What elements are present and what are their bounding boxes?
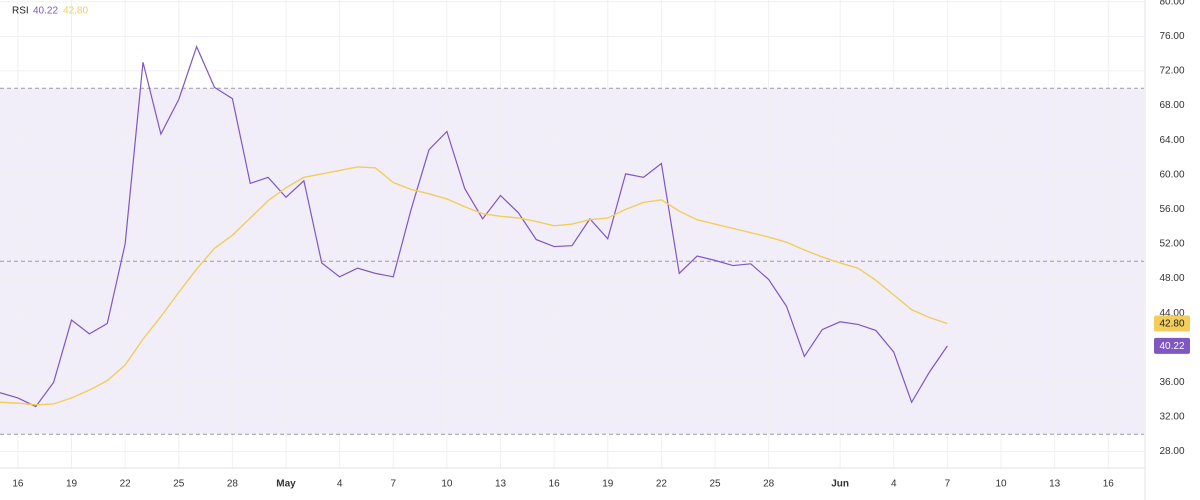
x-tick-label: 16: [1103, 479, 1115, 490]
x-tick-label: 28: [227, 479, 239, 490]
legend-value: 42.80: [63, 6, 88, 17]
x-tick-label: 28: [763, 479, 775, 490]
x-tick-label: 16: [12, 479, 24, 490]
x-tick-label: 16: [549, 479, 561, 490]
series-line: [0, 166, 948, 406]
plot-area: [0, 45, 948, 408]
x-tick-label: 4: [891, 479, 897, 490]
legend-title: RSI: [12, 6, 29, 17]
legend-value: 40.22: [33, 6, 58, 17]
y-tick-label: 44.00: [1159, 308, 1184, 319]
y-tick-label: 72.00: [1159, 66, 1184, 77]
y-tick-label: 60.00: [1159, 169, 1184, 180]
x-tick-label: 19: [66, 479, 78, 490]
y-tick-label: 48.00: [1159, 273, 1184, 284]
y-tick-label: 32.00: [1159, 412, 1184, 423]
y-tick-label: 52.00: [1159, 239, 1184, 250]
grid: [0, 0, 1144, 468]
x-tick-label: 10: [995, 479, 1007, 490]
x-tick-label: 4: [337, 479, 343, 490]
y-tick-label: 80.00: [1159, 0, 1184, 7]
x-tick-label: 13: [495, 479, 507, 490]
x-tick-label: 10: [441, 479, 453, 490]
x-tick-label: 25: [709, 479, 721, 490]
x-tick-label: May: [276, 479, 296, 490]
x-tick-label: Jun: [831, 479, 849, 490]
y-tick-label: 28.00: [1159, 446, 1184, 457]
y-tick-label: 76.00: [1159, 31, 1184, 42]
value-badge-label: 40.22: [1159, 341, 1184, 352]
x-tick-label: 22: [656, 479, 668, 490]
x-tick-label: 19: [602, 479, 614, 490]
x-tick-label: 7: [945, 479, 951, 490]
value-badge: [1154, 315, 1190, 332]
x-tick-label: 13: [1049, 479, 1061, 490]
series-line: [0, 45, 948, 408]
y-tick-label: 56.00: [1159, 204, 1184, 215]
y-tick-label: 64.00: [1159, 135, 1184, 146]
value-badge-label: 42.80: [1159, 319, 1184, 330]
x-tick-label: 7: [390, 479, 396, 490]
x-tick-label: 22: [120, 479, 132, 490]
x-tick-label: 25: [173, 479, 185, 490]
y-tick-label: 68.00: [1159, 100, 1184, 111]
y-tick-label: 36.00: [1159, 377, 1184, 388]
value-badge: [1154, 337, 1190, 354]
